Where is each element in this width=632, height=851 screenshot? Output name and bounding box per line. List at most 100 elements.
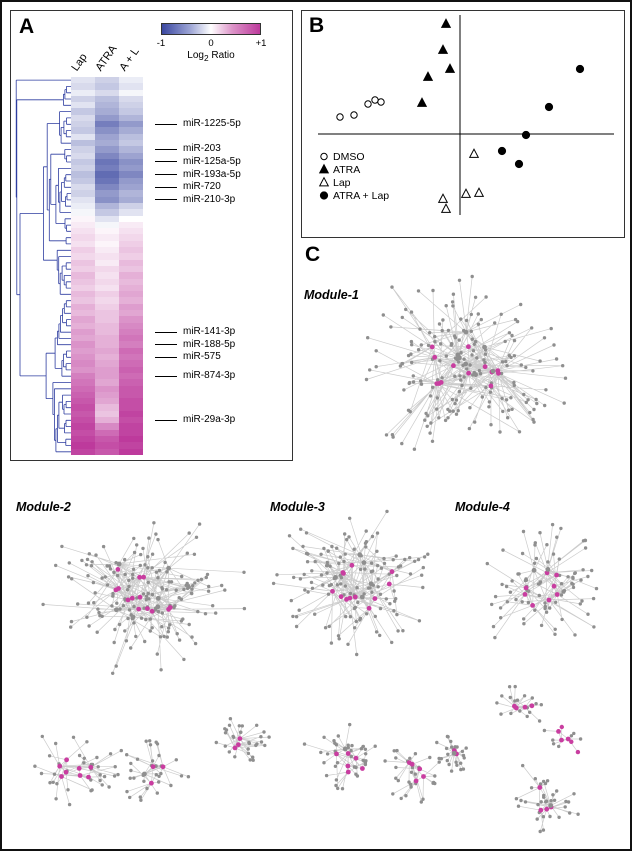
network-node	[148, 617, 152, 621]
network-node	[313, 559, 317, 564]
network-node	[476, 322, 481, 326]
network-node	[186, 775, 191, 779]
network-node	[487, 400, 492, 404]
network-node	[131, 572, 135, 577]
network-node	[327, 624, 331, 629]
network-node	[287, 534, 292, 538]
network-node	[470, 353, 474, 357]
network-node	[510, 333, 514, 338]
network-node	[449, 739, 453, 744]
network-node	[337, 561, 341, 566]
row-label-tick	[155, 186, 177, 188]
network-node	[144, 594, 149, 598]
heatmap-cell	[71, 385, 95, 392]
network-node	[438, 359, 442, 363]
network-node	[321, 583, 325, 587]
network-node	[553, 632, 557, 636]
heatmap-cell	[119, 385, 143, 392]
network-node	[353, 755, 359, 761]
scatter-point-filled-triangle	[318, 163, 330, 174]
heatmap-row-labels: miR-1225-5p miR-203 miR-125a-5p miR-193a-5p…	[143, 77, 292, 455]
network-node	[355, 652, 359, 657]
network-node	[419, 379, 423, 383]
network-node	[531, 417, 535, 422]
network-node	[335, 546, 339, 550]
network-node	[333, 741, 337, 745]
heatmap-cell	[119, 184, 143, 191]
network-node	[169, 783, 173, 788]
network-node	[389, 325, 393, 329]
network-node	[352, 765, 357, 769]
network-node	[105, 583, 110, 587]
scatter-point-filled-triangle	[440, 18, 452, 28]
network-node	[382, 561, 387, 566]
network-node	[531, 567, 537, 573]
network-node	[395, 573, 399, 578]
network-node	[529, 786, 534, 790]
scatter-point-open-triangle	[468, 148, 480, 158]
network-node	[569, 734, 574, 738]
network-node	[148, 739, 152, 743]
network-node	[531, 369, 535, 373]
network-node	[205, 572, 210, 577]
network-node	[510, 579, 514, 583]
network-node	[141, 592, 146, 596]
network-node	[259, 740, 264, 744]
network-node	[196, 609, 200, 614]
network-node	[420, 573, 424, 577]
network-node	[302, 572, 306, 577]
heatmap-cell	[71, 152, 95, 159]
network-node	[544, 806, 550, 812]
network-node	[411, 380, 416, 384]
network-node	[113, 627, 117, 632]
network-node	[403, 557, 407, 562]
network-node	[404, 307, 408, 312]
heatmap-cell	[71, 291, 95, 298]
network-node	[160, 586, 164, 590]
heatmap-cell	[95, 234, 119, 241]
network-node	[548, 606, 552, 610]
network-node	[508, 695, 512, 700]
network-node	[174, 758, 178, 762]
network-node	[145, 606, 150, 611]
network-node	[513, 705, 519, 711]
module-label: Module-2	[16, 500, 71, 514]
network-node	[543, 601, 547, 605]
network-node	[154, 570, 159, 574]
network-node	[227, 750, 231, 754]
scatter-legend-label: ATRA	[333, 164, 360, 176]
network-node	[385, 509, 389, 514]
network-node	[334, 778, 339, 782]
network-node	[419, 343, 423, 347]
network-node	[396, 629, 400, 633]
network-node	[409, 785, 413, 789]
network-node	[469, 312, 473, 317]
network-node	[132, 604, 136, 609]
network-node	[85, 557, 90, 562]
network-node	[86, 774, 91, 780]
network-node	[291, 546, 295, 551]
network-node	[523, 578, 528, 583]
network-node	[70, 577, 74, 581]
network-node	[98, 773, 102, 777]
network-node	[352, 547, 356, 551]
scatter-point-filled-circle	[514, 159, 524, 169]
network-node	[393, 599, 397, 603]
scatter-point-filled-circle	[497, 146, 507, 156]
network-node	[479, 317, 483, 322]
network-node	[150, 759, 155, 763]
network-node	[418, 327, 422, 331]
network-node	[416, 557, 421, 562]
network-node	[532, 407, 536, 412]
network-node	[526, 398, 530, 402]
network-node	[446, 416, 450, 420]
network-node	[378, 633, 382, 638]
network-node	[63, 769, 69, 775]
mirna-row-label: miR-203	[183, 143, 221, 155]
network-node	[453, 374, 457, 378]
network-node	[450, 745, 454, 749]
network-node	[150, 552, 155, 556]
scatter-point-open-triangle	[440, 203, 452, 213]
network-node	[359, 747, 364, 751]
network-node	[340, 787, 345, 791]
